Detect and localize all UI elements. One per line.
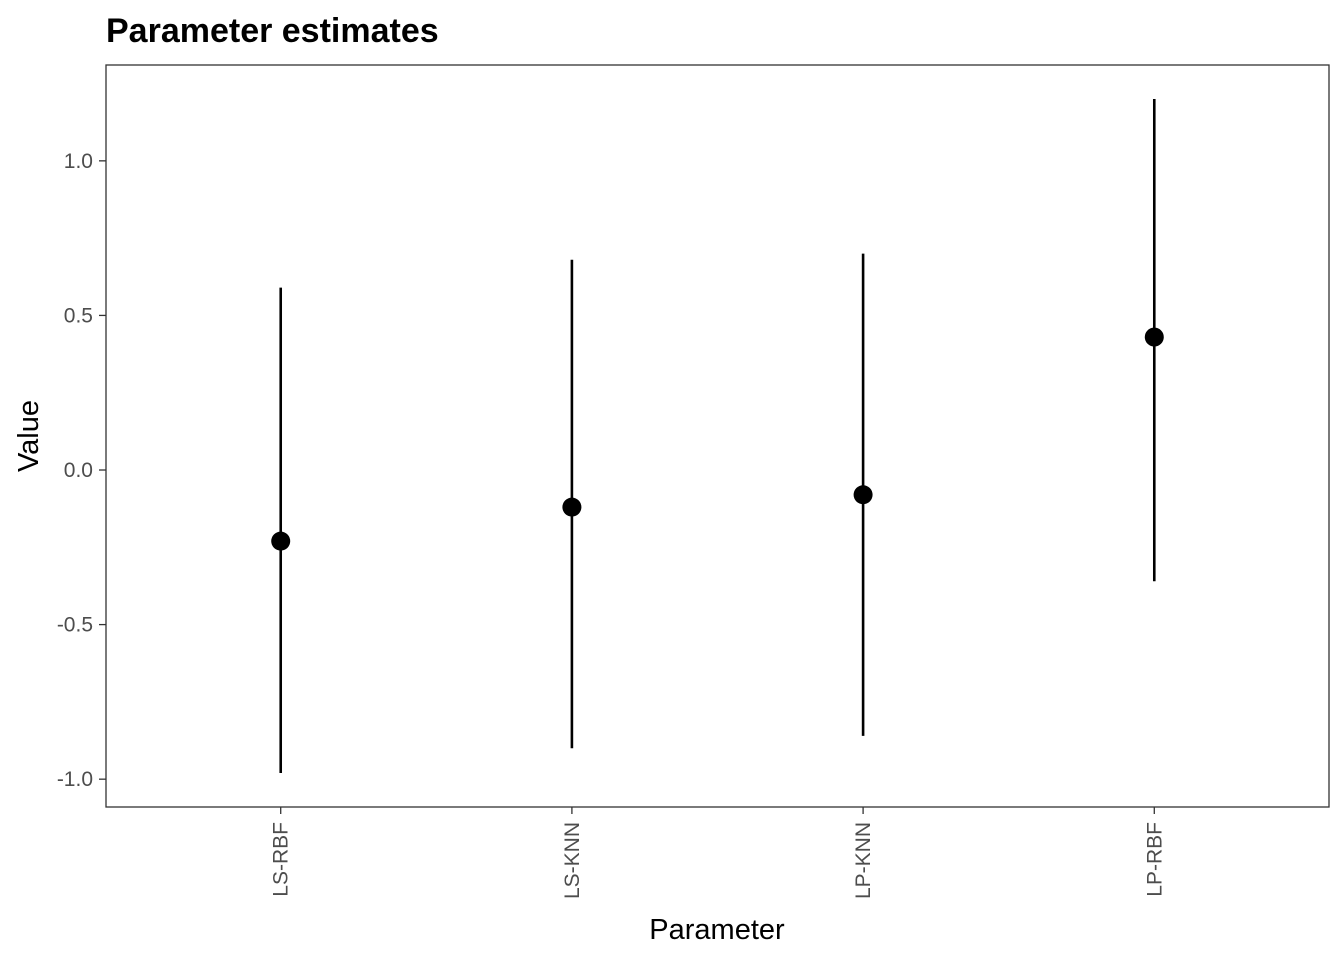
- estimate-point-lp-rbf: [1144, 327, 1164, 347]
- estimate-point-ls-knn: [562, 497, 582, 517]
- chart-title: Parameter estimates: [106, 12, 439, 50]
- estimate-point-ls-rbf: [271, 531, 291, 551]
- x-tick-label: LS-RBF: [270, 822, 293, 897]
- x-axis: LS-RBF LS-KNN LP-KNN LP-RBF: [270, 807, 1166, 899]
- y-tick-label: 0.5: [64, 304, 93, 327]
- x-axis-title: Parameter: [649, 914, 785, 946]
- estimate-points: [271, 327, 1164, 551]
- y-axis-title: Value: [13, 400, 45, 472]
- x-tick-label: LP-KNN: [852, 822, 875, 899]
- y-tick-label: 1.0: [64, 150, 93, 173]
- y-axis: -1.0 -0.5 0.0 0.5 1.0: [57, 150, 106, 791]
- estimate-point-lp-knn: [853, 485, 873, 505]
- x-tick-label: LS-KNN: [561, 822, 584, 899]
- plot-panel: [105, 64, 1330, 808]
- y-tick-label: 0.0: [64, 459, 93, 482]
- x-tick-label: LP-RBF: [1143, 822, 1166, 897]
- y-tick-label: -0.5: [57, 614, 93, 637]
- y-tick-label: -1.0: [57, 768, 93, 791]
